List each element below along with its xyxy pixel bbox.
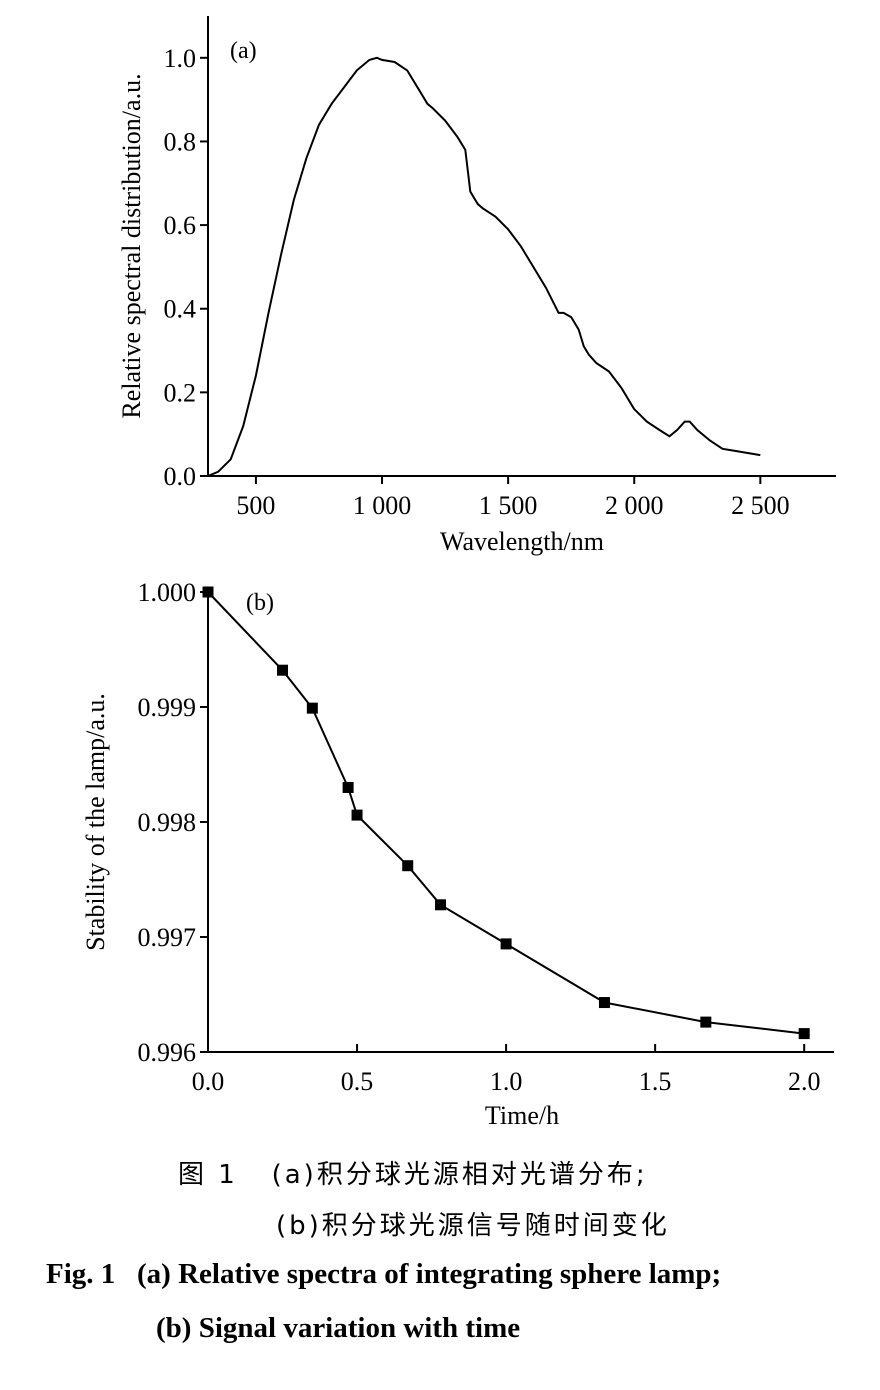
chart-a-y-tick-label: 0.2 [164,378,197,407]
chart-a-x-tick-label: 1 500 [479,491,538,520]
chart-a: 500 1 000 1 500 2 000 2 500 0.0 0.2 0.4 0.6 0.8 1… [117,16,836,556]
chart-b-y-tick-label: 0.998 [138,808,197,837]
chart-b-data-point [202,586,214,598]
chart-b-y-tick-label: 1.000 [138,578,197,607]
chart-b-y-tick-label: 0.996 [138,1038,197,1067]
chart-b-x-tick-label: 0.5 [341,1067,374,1096]
chart-b-y-tick-label: 0.997 [138,923,197,952]
chart-b-x-label: Time/h [485,1101,559,1130]
figure: 500 1 000 1 500 2 000 2 500 0.0 0.2 0.4 0.6 0.8 1… [81,16,836,1130]
chart-b-y-label: Stability of the lamp/a.u. [81,693,110,951]
chart-a-panel-label: (a) [230,38,257,64]
chart-a-series-line [207,56,761,477]
chart-b-data-point [351,809,363,821]
caption-en-line-1: Fig. 1 (a) Relative spectra of integrati… [46,1258,722,1290]
chart-b-x-tick-label: 0.0 [192,1067,225,1096]
caption-cn-line-2: (b)积分球光源信号随时间变化 [276,1211,670,1241]
chart-a-y-tick-label: 0.6 [164,211,197,240]
chart-b: 0.0 0.5 1.0 1.5 2.0 0.996 0.997 0.998 0.999 1.00… [81,578,834,1130]
chart-b-data-point [306,702,318,714]
chart-b-data-point [598,997,610,1009]
chart-b-x-tick-label: 2.0 [788,1067,821,1096]
chart-b-x-tick-label: 1.5 [639,1067,672,1096]
chart-a-x-tick-label: 500 [236,491,275,520]
chart-a-x-tick-label: 2 500 [731,491,790,520]
chart-b-x-tick-label: 1.0 [490,1067,523,1096]
chart-a-x-tick-label: 2 000 [605,491,664,520]
chart-b-data-point [277,664,289,676]
chart-b-data-point [798,1028,810,1040]
chart-a-x-label: Wavelength/nm [440,527,604,556]
chart-a-y-tick-label: 0.4 [164,295,197,324]
chart-b-data-point [500,938,512,950]
chart-b-data-point [435,899,447,911]
caption-en-line-2: (b) Signal variation with time [156,1312,521,1344]
chart-b-panel-label: (b) [246,590,274,616]
chart-a-y-tick-label: 0.0 [164,462,197,491]
chart-a-x-tick-label: 1 000 [353,491,412,520]
chart-a-y-tick-label: 0.8 [164,127,197,156]
caption-cn-line-1: 图 1 (a)积分球光源相对光谱分布; [178,1160,648,1190]
chart-b-data-point [342,782,354,793]
chart-b-y-tick-label: 0.999 [138,693,197,722]
chart-a-y-label: Relative spectral distribution/a.u. [117,73,146,418]
chart-b-data-point [402,860,414,872]
chart-b-series-line [207,591,805,1035]
chart-a-y-tick-label: 1.0 [164,44,197,73]
chart-b-data-point [700,1016,712,1028]
